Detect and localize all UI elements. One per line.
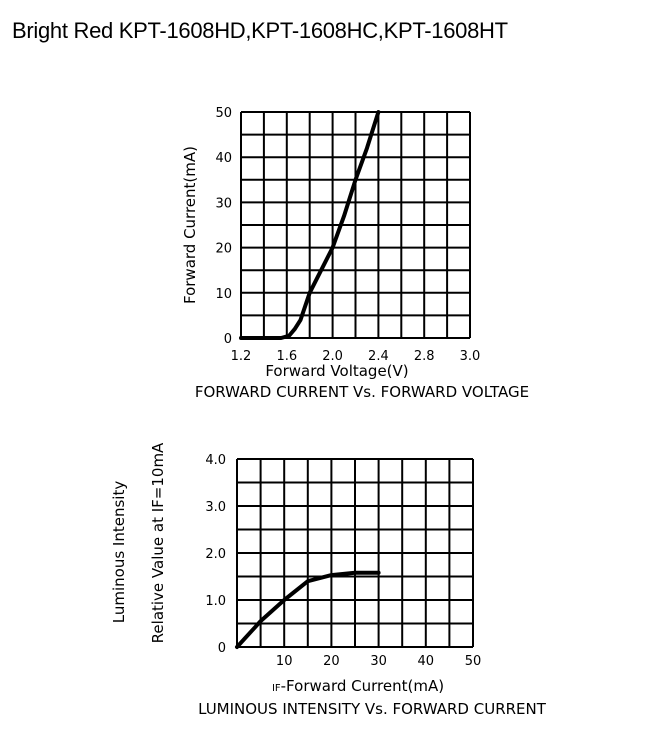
chart1-x-axis-label: Forward Voltage(V)	[265, 362, 408, 380]
chart2-x-tick-label: 30	[370, 654, 387, 669]
chart1-y-tick-label: 40	[215, 151, 232, 166]
chart2-x-tick-label: 10	[276, 654, 293, 669]
chart2-x-tick-label: 20	[323, 654, 340, 669]
chart1-x-tick-label: 3.0	[460, 349, 481, 364]
chart1-x-tick-label: 2.8	[414, 349, 435, 364]
chart2-x-axis-label: IF-Forward Current(mA)	[272, 677, 444, 695]
chart2-series-line	[235, 570, 381, 649]
chart1-y-axis-label: Forward Current(mA)	[181, 146, 199, 304]
page-title: Bright Red KPT-1608HD,KPT-1608HC,KPT-160…	[12, 18, 508, 43]
chart2-y-tick-label: 4.0	[205, 453, 226, 468]
chart1-y-tick-label: 30	[215, 196, 232, 211]
chart2-x-axis-label-prefix: IF	[272, 683, 281, 694]
chart2-x-tick-label: 40	[418, 654, 435, 669]
chart1-x-tick-label: 2.4	[368, 349, 389, 364]
chart1-y-tick-label: 10	[215, 287, 232, 302]
chart1-x-tick-label: 1.2	[231, 349, 252, 364]
chart2-x-axis-label-text: -Forward Current(mA)	[281, 677, 444, 695]
chart1-title: FORWARD CURRENT Vs. FORWARD VOLTAGE	[195, 383, 529, 401]
chart2-y-axis-label: Luminous Intensity	[110, 481, 128, 624]
chart2-y-axis-label-2: Relative Value at IF=10mA	[149, 442, 167, 643]
chart2-y-tick-label: 2.0	[205, 547, 226, 562]
chart1-y-tick-label: 0	[224, 332, 232, 347]
chart2-y-tick-label: 0	[218, 641, 226, 656]
chart2-x-tick-label: 50	[465, 654, 482, 669]
chart2-title: LUMINOUS INTENSITY Vs. FORWARD CURRENT	[198, 700, 547, 718]
chart1-series-line	[239, 110, 381, 340]
chart1-x-tick-label: 2.0	[322, 349, 343, 364]
chart1-x-tick-label: 1.6	[276, 349, 297, 364]
chart2-y-tick-label: 1.0	[205, 594, 226, 609]
chart1-y-tick-label: 50	[215, 106, 232, 121]
chart2-y-tick-label: 3.0	[205, 500, 226, 515]
chart1-y-tick-label: 20	[215, 242, 232, 257]
